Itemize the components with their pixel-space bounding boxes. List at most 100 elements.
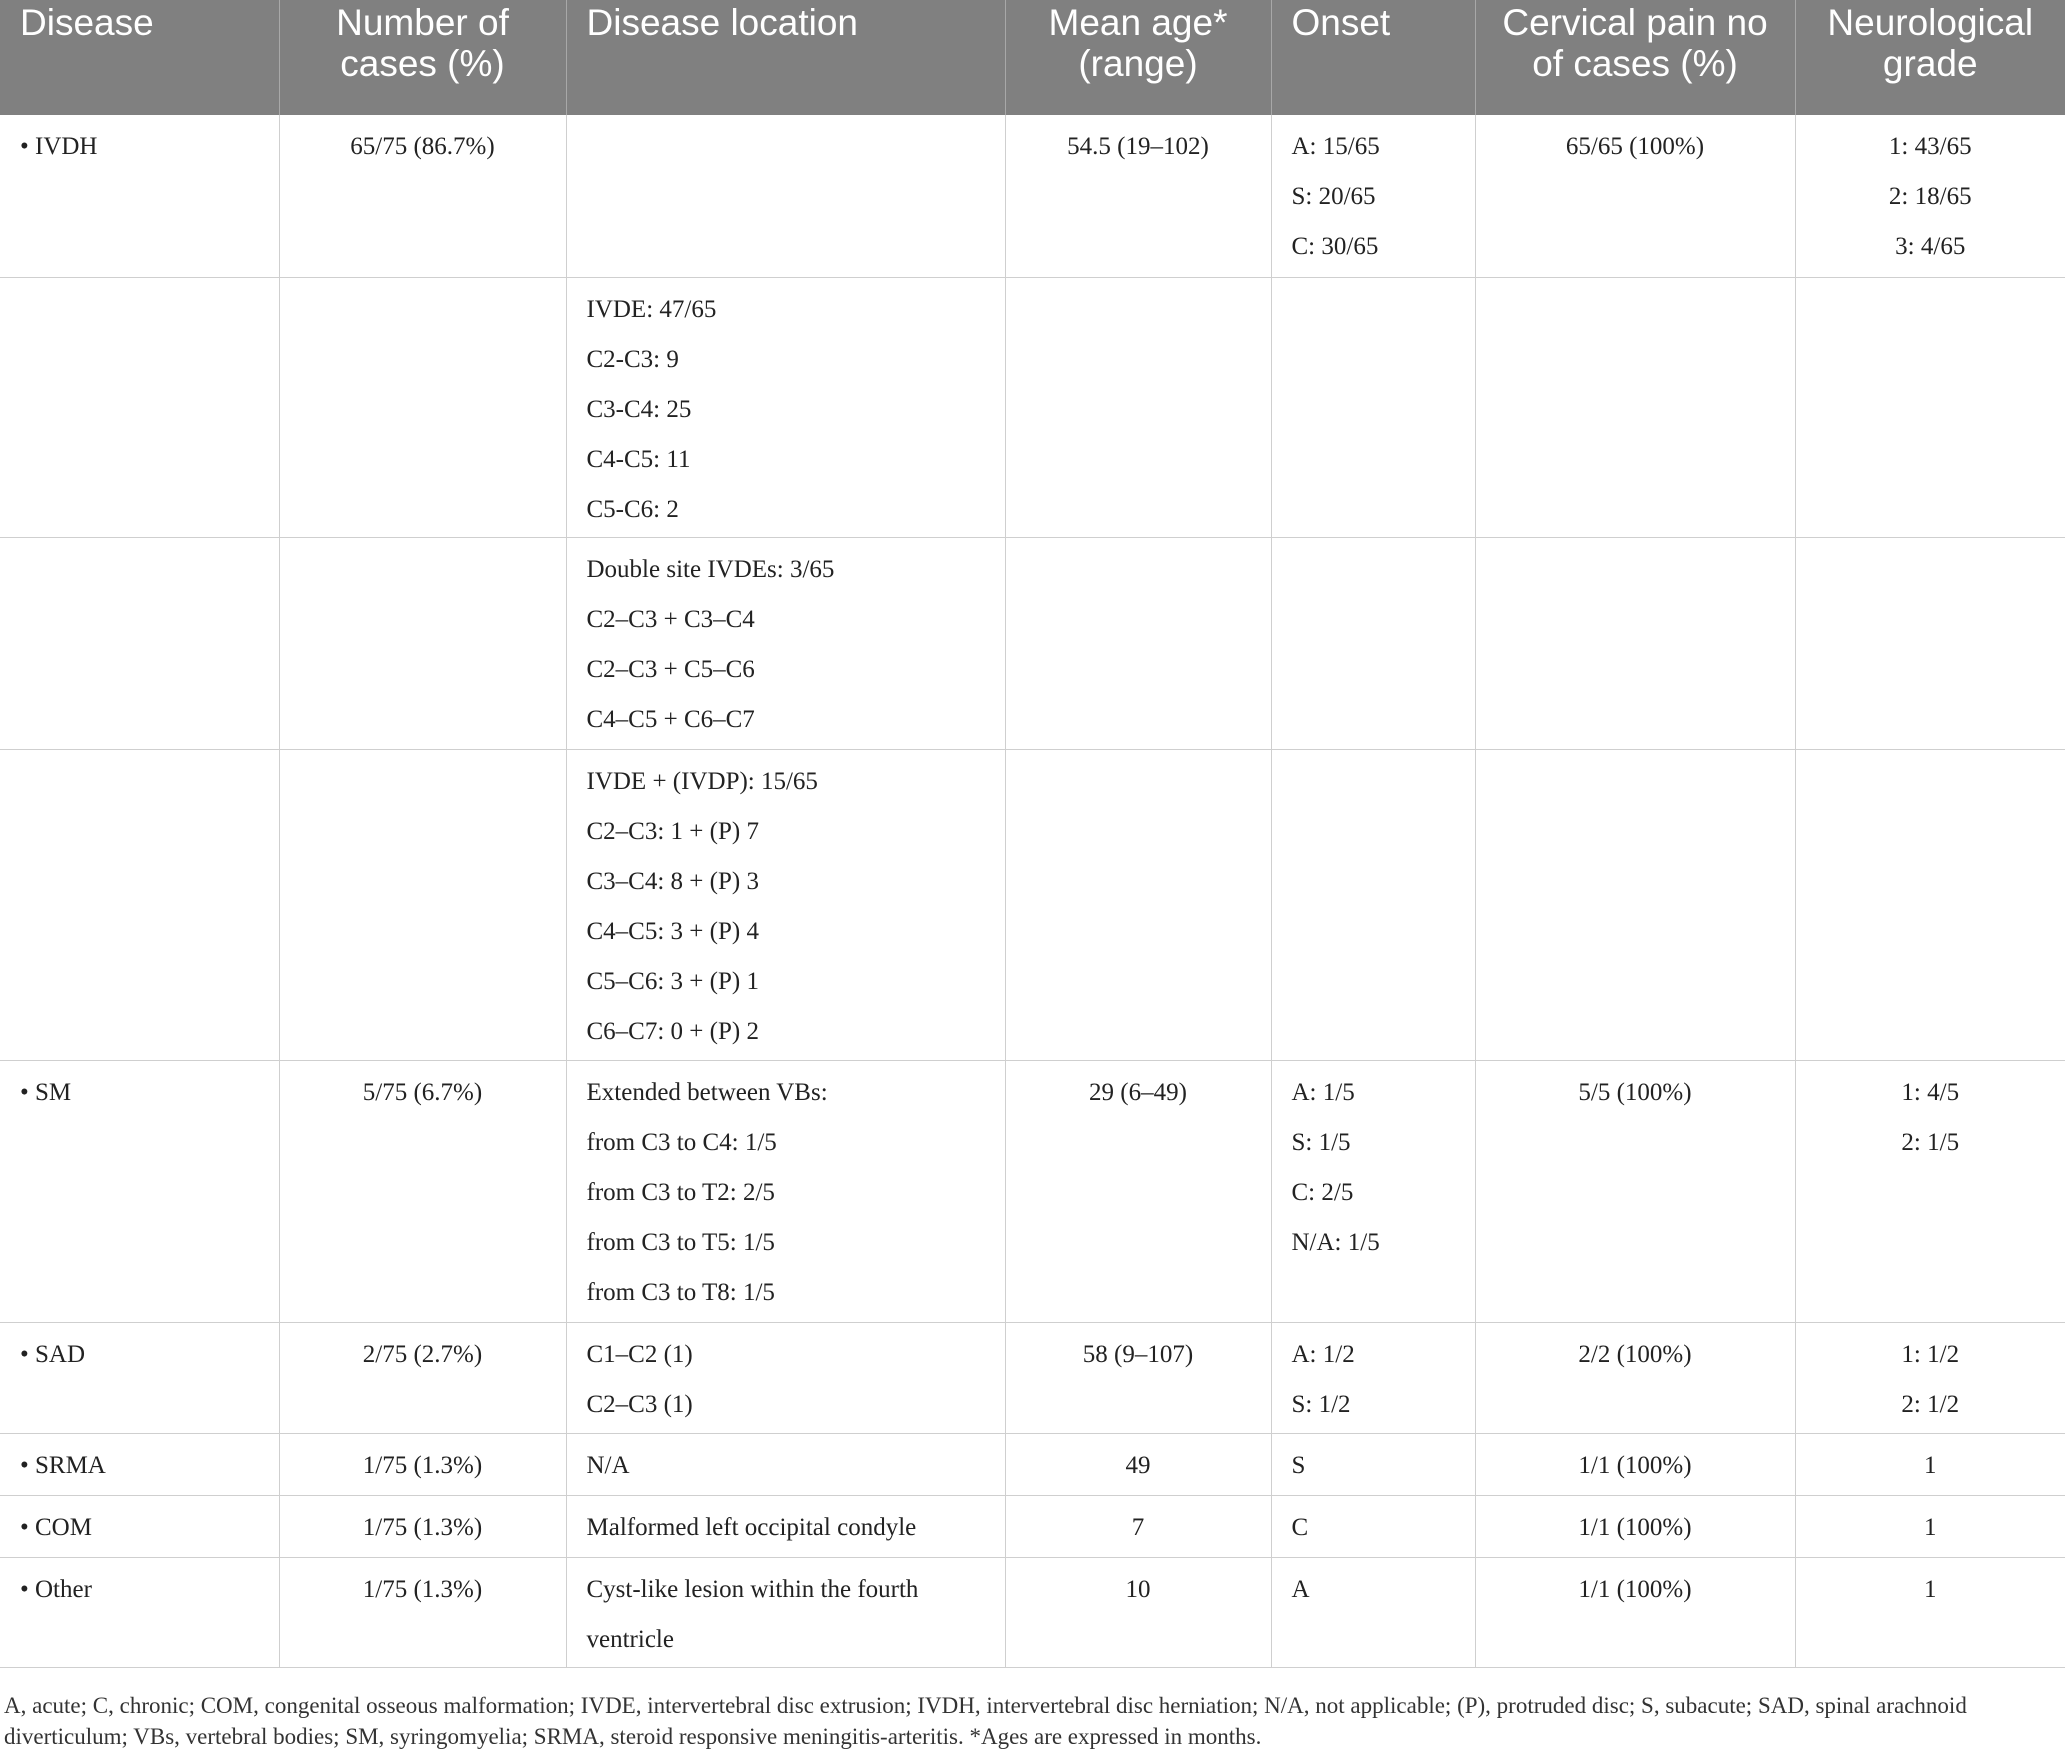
cell-text: 49: [1125, 1451, 1151, 1479]
cell-text: • SM: [20, 1078, 72, 1106]
cell-text: Double site IVDEs: 3/65: [586, 555, 835, 583]
cell-text: 65/75 (86.7%): [350, 133, 495, 160]
cell-text: 58 (9–107): [1082, 1340, 1194, 1368]
cell-text: C1–C2 (1): [586, 1340, 693, 1368]
cell-text: 10: [1125, 1575, 1151, 1603]
header-cell: Cervical pain no of cases (%): [1475, 0, 1796, 115]
cell-text: from C3 to T8: 1/5: [586, 1278, 775, 1306]
cell-text: 5/5 (100%): [1578, 1078, 1692, 1106]
table-cell: IVDE: 47/65 C2-C3: 9 C3-C4: 25 C4-C5: 11 C5-…: [565, 277, 1006, 538]
table-cell: 1: [1794, 1557, 2065, 1668]
cell-text: C2–C3 (1): [586, 1390, 693, 1418]
table-cell: 1/75 (1.3%): [278, 1495, 567, 1558]
table-cell: [0, 537, 280, 750]
table-cell: 65/75 (86.7%): [278, 115, 567, 278]
table-cell: A: 1/2 S: 1/2: [1270, 1322, 1476, 1434]
cell-text: 1: 43/65: [1888, 133, 1972, 160]
cell-text: 1: 4/5: [1901, 1078, 1960, 1106]
cell-text: 1/1 (100%): [1578, 1575, 1692, 1603]
table-row: Double site IVDEs: 3/65 C2–C3 + C3–C4 C2–C…: [0, 537, 2065, 750]
header-text: cases (%): [340, 43, 505, 84]
header-text: Number of: [336, 2, 509, 43]
cell-text: 54.5 (19–102): [1067, 133, 1209, 160]
cell-text: 1/1 (100%): [1578, 1513, 1692, 1541]
cell-text: 1/75 (1.3%): [362, 1575, 483, 1603]
table-cell: 7: [1004, 1495, 1272, 1558]
table-row: • SRMA 1/75 (1.3%) N/A 49 S 1/1 (100%) 1: [0, 1433, 2065, 1496]
cell-text: 7: [1131, 1513, 1145, 1541]
cell-text: C2–C3: 1 + (P) 7: [586, 817, 759, 845]
cell-text: C3–C4: 8 + (P) 3: [586, 867, 759, 895]
table-cell: 1: [1794, 1433, 2065, 1496]
cell-text: C3-C4: 25: [586, 395, 692, 423]
table-cell: [1004, 749, 1272, 1061]
cell-text: from C3 to T2: 2/5: [586, 1178, 775, 1206]
table-cell: N/A: [565, 1433, 1006, 1496]
cell-text: 1: [1924, 1575, 1937, 1603]
table-cell: 1: [1794, 1495, 2065, 1558]
cell-text: C2–C3 + C5–C6: [586, 655, 755, 683]
header-text: Neurological: [1827, 2, 2034, 43]
table-cell: Extended between VBs: from C3 to C4: 1/5 f…: [565, 1060, 1006, 1323]
header-text: Disease location: [586, 2, 858, 43]
cell-text: ventricle: [586, 1625, 674, 1653]
cell-text: C4-C5: 11: [586, 445, 691, 473]
table-cell: [1474, 277, 1796, 538]
header-cell: Neurological grade: [1795, 0, 2065, 115]
cell-text: N/A: 1/5: [1291, 1228, 1380, 1256]
cell-text: 1/75 (1.3%): [362, 1513, 483, 1541]
table-cell: 1: 4/5 2: 1/5: [1794, 1060, 2065, 1323]
cell-text: from C3 to T5: 1/5: [586, 1228, 775, 1256]
table-row: • Other 1/75 (1.3%) Cyst-like lesion withi…: [0, 1557, 2065, 1668]
table-cell: • SM: [0, 1060, 280, 1323]
cell-text: C4–C5: 3 + (P) 4: [586, 917, 759, 945]
table-row: IVDE: 47/65 C2-C3: 9 C3-C4: 25 C4-C5: 11 C5-…: [0, 277, 2065, 538]
table-cell: Double site IVDEs: 3/65 C2–C3 + C3–C4 C2–C…: [565, 537, 1006, 750]
cell-text: C: 2/5: [1291, 1178, 1354, 1206]
table-cell: • COM: [0, 1495, 280, 1558]
table-cell: 1: 1/2 2: 1/2: [1794, 1322, 2065, 1434]
table-cell: [1270, 537, 1476, 750]
table-cell: Malformed left occipital condyle: [565, 1495, 1006, 1558]
header-cell: Number of cases (%): [279, 0, 567, 115]
table-cell: [278, 537, 567, 750]
header-text: (range): [1078, 43, 1198, 84]
cell-text: 2/75 (2.7%): [362, 1340, 483, 1368]
cell-text: S: 1/5: [1291, 1128, 1351, 1156]
table-cell: [278, 749, 567, 1061]
table-cell: [0, 749, 280, 1061]
table-cell: 65/65 (100%): [1474, 115, 1796, 278]
cell-text: • IVDH: [20, 133, 98, 160]
table-cell: [1474, 749, 1796, 1061]
table-cell: 49: [1004, 1433, 1272, 1496]
header-cell: Mean age* (range): [1005, 0, 1272, 115]
table-cell: [565, 115, 1006, 278]
cell-text: 1/75 (1.3%): [362, 1451, 483, 1479]
table-row: • IVDH 65/75 (86.7%) 54.5 (19–102) A: 15/65…: [0, 115, 2065, 278]
cell-text: C2–C3 + C3–C4: [586, 605, 755, 633]
cell-text: • COM: [20, 1513, 92, 1541]
table-cell: S: [1270, 1433, 1476, 1496]
table-cell: [278, 277, 567, 538]
table-cell: 29 (6–49): [1004, 1060, 1272, 1323]
table-cell: [1794, 277, 2065, 538]
table-cell: 2/2 (100%): [1474, 1322, 1796, 1434]
table-cell: • IVDH: [0, 115, 280, 278]
cell-text: 65/65 (100%): [1565, 133, 1705, 160]
table-cell: • Other: [0, 1557, 280, 1668]
header-text: of cases (%): [1532, 43, 1738, 84]
cell-text: S: [1291, 1451, 1306, 1479]
table-cell: C1–C2 (1) C2–C3 (1): [565, 1322, 1006, 1434]
cell-text: C4–C5 + C6–C7: [586, 705, 755, 733]
cell-text: C2-C3: 9: [586, 345, 679, 373]
cell-text: C: 30/65: [1291, 233, 1379, 260]
table-cell: A: 1/5 S: 1/5 C: 2/5 N/A: 1/5: [1270, 1060, 1476, 1323]
header-text: grade: [1882, 43, 1978, 84]
table-cell: [1794, 749, 2065, 1061]
cell-text: C5-C6: 2: [586, 495, 679, 523]
table-cell: 1/1 (100%): [1474, 1433, 1796, 1496]
cell-text: A: 1/5: [1291, 1078, 1355, 1106]
header-text: Disease: [20, 2, 154, 43]
table-cell: A: [1270, 1557, 1476, 1668]
